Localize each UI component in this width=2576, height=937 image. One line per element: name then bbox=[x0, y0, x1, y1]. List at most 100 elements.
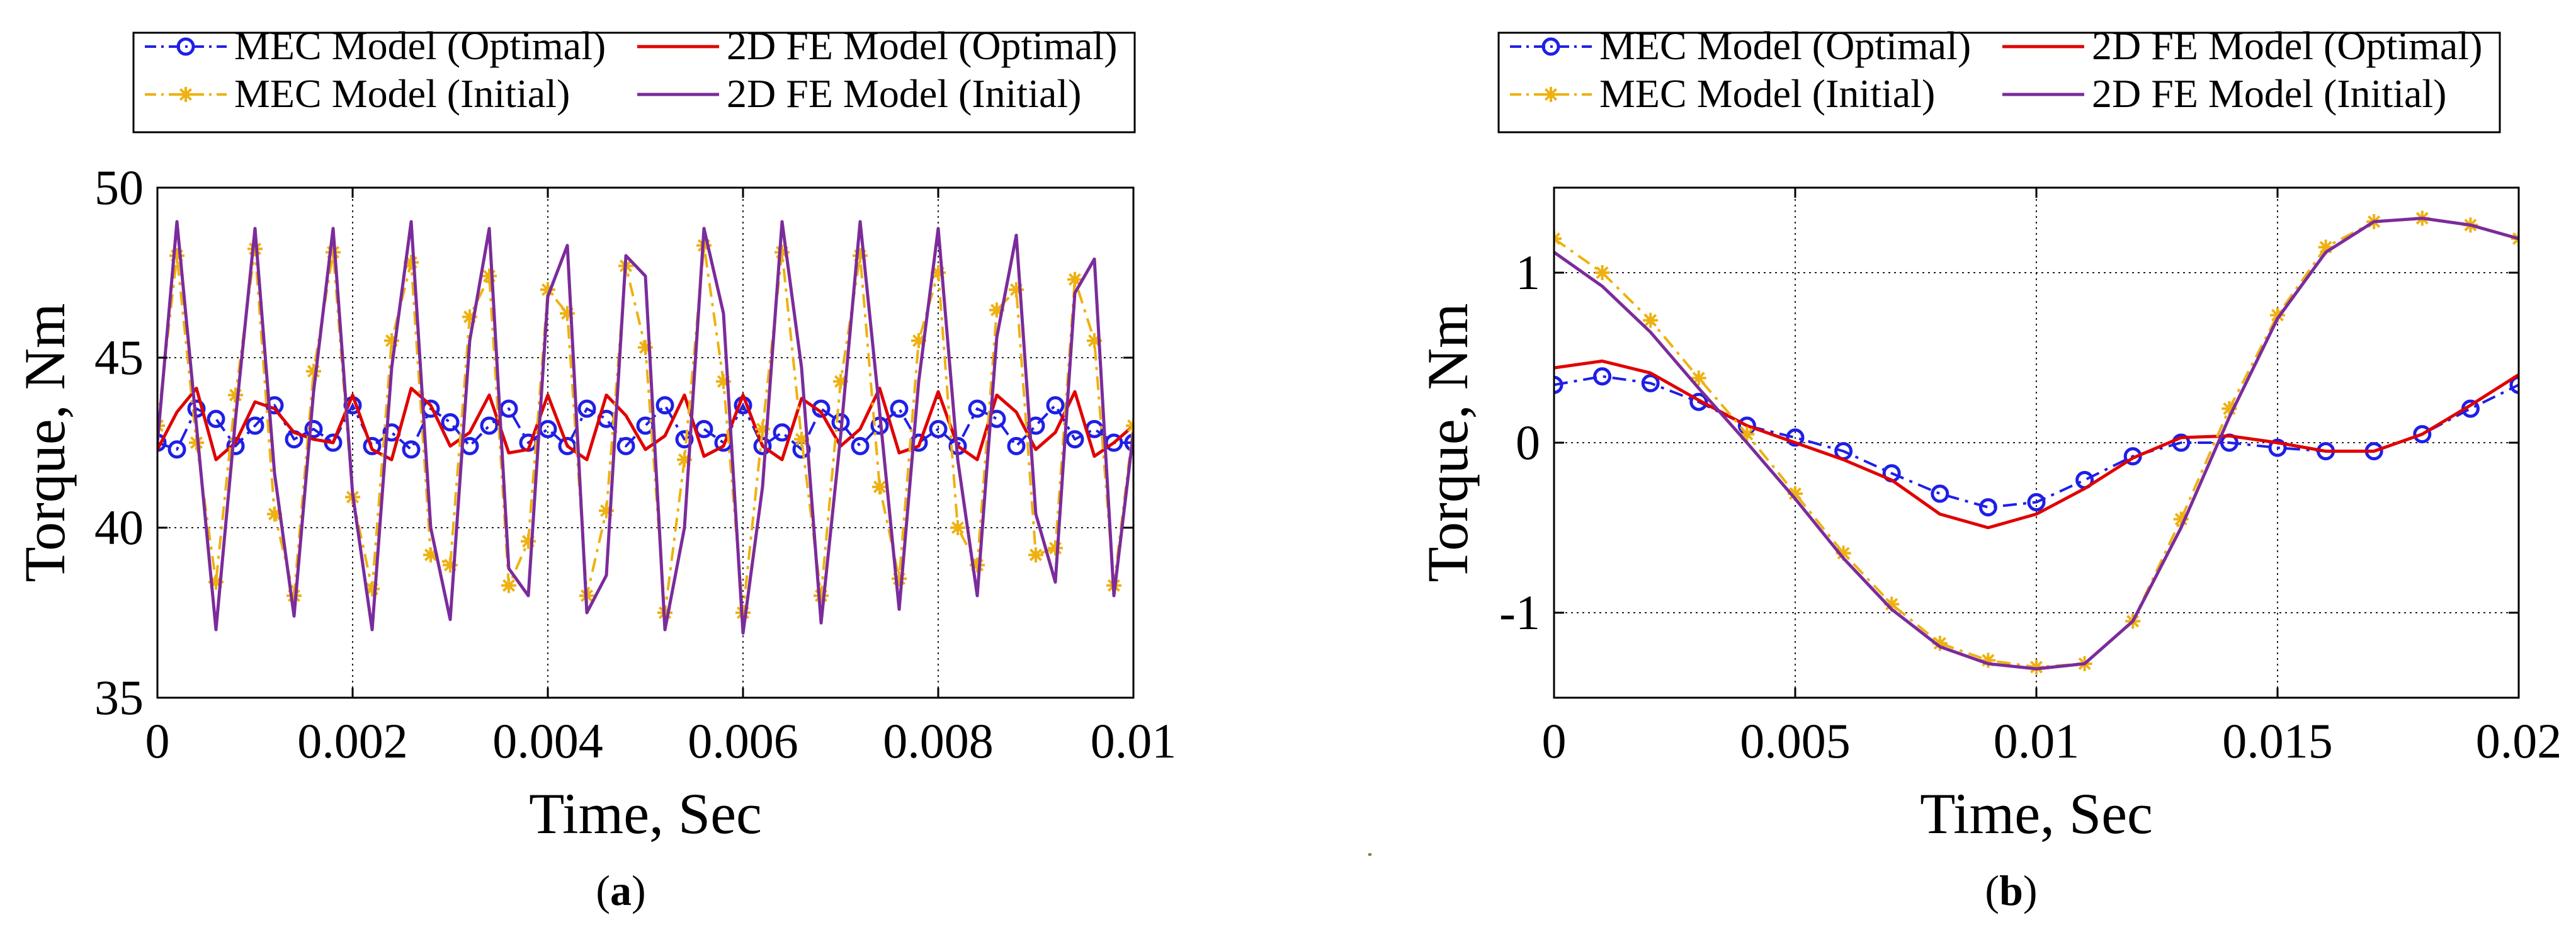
data-point-mec-model-optimal bbox=[675, 430, 694, 449]
x-tick-label: 0.005 bbox=[1740, 713, 1851, 768]
x-tick-label: 0.02 bbox=[2476, 713, 2562, 768]
legend-box bbox=[132, 31, 1136, 133]
data-point-mec-model-optimal bbox=[1931, 484, 1949, 503]
data-point-mec-model-initial bbox=[540, 282, 555, 297]
data-point-mec-model-initial bbox=[247, 241, 263, 257]
data-point-mec-model-optimal bbox=[441, 413, 460, 432]
series-line-2d-fe-model-optimal bbox=[157, 387, 1133, 462]
data-point-mec-model-initial bbox=[521, 533, 536, 549]
data-point-mec-model-optimal bbox=[1978, 498, 1997, 517]
data-point-mec-model-initial bbox=[2221, 401, 2237, 416]
y-tick-label: 50 bbox=[94, 160, 144, 215]
x-tick-label: 0.015 bbox=[2222, 713, 2333, 768]
data-point-mec-model-initial bbox=[306, 363, 321, 379]
data-point-mec-model-initial bbox=[462, 309, 477, 325]
y-tick-label: 45 bbox=[94, 330, 144, 385]
legend-label-mec-model-optimal: MEC Model (Optimal) bbox=[234, 23, 606, 68]
data-point-mec-model-optimal bbox=[1007, 436, 1026, 455]
data-point-mec-model-optimal bbox=[929, 419, 948, 438]
data-point-mec-model-optimal bbox=[655, 396, 674, 415]
data-point-mec-model-initial bbox=[638, 339, 653, 355]
legend: MEC Model (Optimal) 2D FE Model (Optimal)… bbox=[1497, 23, 2501, 133]
x-tick-label: 0.002 bbox=[297, 713, 408, 768]
panel-b: 0 0.005 0.01 0.015 0.02 -1 0 1 Time, Sec Torque, … bbox=[1416, 23, 2562, 914]
data-point-mec-model-optimal bbox=[1124, 433, 1133, 452]
data-point-mec-model-initial bbox=[287, 588, 302, 603]
y-axis-label: Torque, Nm bbox=[13, 303, 77, 582]
data-point-mec-model-initial bbox=[1980, 652, 1996, 668]
data-point-mec-model-initial bbox=[911, 333, 926, 348]
data-point-mec-model-initial bbox=[1067, 271, 1082, 287]
data-point-mec-model-initial bbox=[599, 503, 614, 518]
data-point-mec-model-initial bbox=[970, 557, 985, 573]
legend-label-mec-model-optimal: MEC Model (Optimal) bbox=[1599, 23, 1971, 68]
data-point-mec-model-optimal bbox=[2172, 433, 2191, 452]
data-point-mec-model-optimal bbox=[157, 433, 167, 452]
data-point-mec-model-optimal bbox=[1046, 396, 1065, 415]
data-point-mec-model-initial bbox=[775, 244, 790, 260]
data-point-mec-model-optimal bbox=[363, 436, 382, 455]
data-point-mec-model-initial bbox=[208, 574, 224, 590]
data-point-mec-model-optimal bbox=[1593, 367, 1612, 386]
x-axis-label: Time, Sec bbox=[1920, 781, 2153, 846]
panel-a: 0 0.002 0.004 0.006 0.008 0.01 35 40 45 50 Time, S… bbox=[13, 23, 1176, 914]
x-tick-label: 0.008 bbox=[883, 713, 994, 768]
data-point-mec-model-initial bbox=[1028, 547, 1043, 563]
data-point-mec-model-optimal bbox=[246, 416, 264, 435]
data-point-mec-model-optimal bbox=[480, 416, 499, 435]
data-point-mec-model-optimal bbox=[304, 419, 323, 438]
x-tick-label: 0.01 bbox=[1994, 713, 2080, 768]
data-point-mec-model-initial bbox=[267, 506, 282, 522]
data-point-mec-model-initial bbox=[384, 333, 399, 348]
y-tick-label: 1 bbox=[1516, 245, 1540, 300]
data-point-mec-model-optimal bbox=[2027, 493, 2046, 511]
data-point-mec-model-optimal bbox=[2509, 375, 2519, 394]
series-line-2d-fe-model-initial bbox=[1554, 217, 2519, 671]
data-point-mec-model-initial bbox=[1087, 333, 1102, 348]
data-point-mec-model-initial bbox=[365, 581, 380, 597]
legend-label-mec-model-initial: MEC Model (Initial) bbox=[1599, 71, 1935, 116]
legend-label-2d-fe-model-initial: 2D FE Model (Initial) bbox=[2092, 71, 2446, 116]
legend-label-2d-fe-model-optimal: 2D FE Model (Optimal) bbox=[727, 23, 1117, 68]
data-point-mec-model-initial bbox=[1691, 370, 1706, 386]
data-point-mec-model-initial bbox=[1739, 426, 1755, 442]
data-point-mec-model-optimal bbox=[226, 436, 245, 455]
data-point-mec-model-initial bbox=[1788, 486, 1803, 501]
data-point-mec-model-initial bbox=[1884, 596, 1900, 612]
data-point-mec-model-initial bbox=[2318, 239, 2334, 255]
data-point-mec-model-initial bbox=[501, 577, 516, 593]
data-point-mec-model-optimal bbox=[207, 409, 225, 428]
data-point-mec-model-optimal bbox=[499, 399, 518, 418]
data-point-mec-model-optimal bbox=[1554, 375, 1563, 394]
y-tick-label: -1 bbox=[1499, 585, 1540, 640]
data-point-mec-model-optimal bbox=[402, 440, 421, 459]
data-point-mec-model-optimal bbox=[851, 436, 870, 455]
data-point-mec-model-optimal bbox=[616, 436, 635, 455]
data-point-mec-model-initial bbox=[677, 452, 692, 467]
data-point-mec-model-optimal bbox=[167, 440, 186, 459]
data-point-mec-model-initial bbox=[1594, 265, 1610, 280]
legend-marker-mec-model-optimal bbox=[176, 37, 195, 56]
data-point-mec-model-initial bbox=[716, 373, 731, 389]
data-point-mec-model-initial bbox=[755, 421, 770, 437]
y-tick-label: 35 bbox=[94, 670, 144, 725]
legend-box bbox=[1497, 31, 2501, 133]
data-point-mec-model-optimal bbox=[968, 399, 987, 418]
y-tick-label: 40 bbox=[94, 500, 144, 555]
data-point-mec-model-initial bbox=[443, 557, 458, 573]
data-point-mec-model-initial bbox=[404, 254, 419, 270]
x-tick-label: 0.004 bbox=[492, 713, 603, 768]
data-point-mec-model-optimal bbox=[2268, 438, 2287, 457]
data-point-mec-model-optimal bbox=[2413, 425, 2432, 443]
data-point-mec-model-initial bbox=[892, 571, 907, 586]
plot-area bbox=[157, 188, 1133, 698]
data-point-mec-model-initial bbox=[482, 268, 497, 284]
series-line-2d-fe-model-initial bbox=[157, 220, 1133, 635]
data-point-mec-model-initial bbox=[189, 435, 204, 450]
x-axis-label: Time, Sec bbox=[529, 781, 762, 846]
data-point-mec-model-optimal bbox=[1786, 428, 1805, 447]
legend-label-2d-fe-model-optimal: 2D FE Model (Optimal) bbox=[2092, 23, 2482, 68]
data-point-mec-model-initial bbox=[853, 248, 868, 263]
x-tick-label: 0.01 bbox=[1091, 713, 1177, 768]
